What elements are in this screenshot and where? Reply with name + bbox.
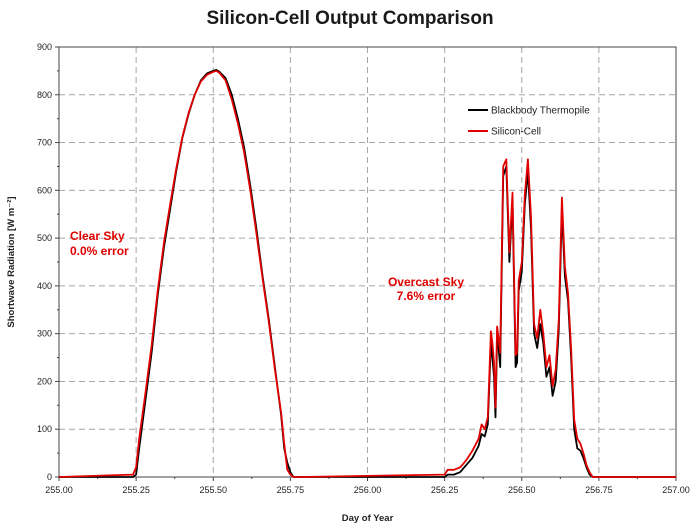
- legend: Blackbody Thermopile Silicon-Cell: [468, 106, 590, 138]
- series-layer: [58, 69, 676, 478]
- series-line-silicon: [58, 70, 676, 478]
- x-axis-title: Day of Year: [342, 513, 394, 524]
- grid-layer: [59, 47, 676, 477]
- x-tick-label: 256.25: [431, 485, 459, 495]
- x-tick-label: 255.25: [122, 485, 150, 495]
- y-tick-label: 900: [37, 42, 52, 52]
- y-tick-label: 100: [37, 424, 52, 434]
- legend-label-silicon: Silicon-Cell: [491, 127, 541, 138]
- axis-layer: 0 100 200 300 400 500 600 700 800 900 255.00 255.25…: [37, 42, 690, 495]
- y-tick-label: 200: [37, 376, 52, 386]
- annotations: Clear Sky 0.0% error Overcast Sky 7.6% e…: [70, 229, 464, 303]
- annotation-overcast-sky-title: Overcast Sky: [388, 275, 464, 289]
- y-tick-label: 300: [37, 329, 52, 339]
- x-tick-label: 256.50: [508, 485, 536, 495]
- annotation-overcast-sky-error: 7.6% error: [397, 289, 456, 303]
- y-tick-label: 400: [37, 281, 52, 291]
- annotation-clear-sky-title: Clear Sky: [70, 229, 125, 243]
- y-tick-label: 600: [37, 185, 52, 195]
- y-tick-label: 700: [37, 138, 52, 148]
- y-axis-title: Shortwave Radiation [W m⁻²]: [6, 196, 17, 327]
- y-tick-label: 500: [37, 233, 52, 243]
- x-tick-label: 257.00: [662, 485, 690, 495]
- chart-title: Silicon-Cell Output Comparison: [206, 8, 494, 29]
- x-tick-label: 256.00: [354, 485, 382, 495]
- legend-label-blackbody: Blackbody Thermopile: [491, 106, 590, 117]
- y-tick-label: 0: [47, 472, 52, 482]
- y-tick-label: 800: [37, 90, 52, 100]
- x-tick-label: 255.00: [45, 485, 73, 495]
- x-tick-label: 256.75: [585, 485, 613, 495]
- x-tick-label: 255.75: [277, 485, 305, 495]
- x-tick-label: 255.50: [199, 485, 227, 495]
- annotation-clear-sky-error: 0.0% error: [70, 244, 129, 258]
